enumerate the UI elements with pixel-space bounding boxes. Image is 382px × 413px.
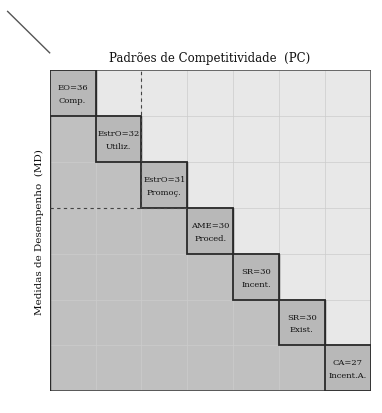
Text: SR=30: SR=30 [241, 267, 271, 275]
Bar [141, 254, 187, 300]
Bar [279, 300, 325, 346]
Bar [96, 300, 141, 346]
Bar [96, 254, 141, 300]
Bar [187, 209, 233, 254]
Text: Utiliz.: Utiliz. [106, 142, 131, 151]
Bar [187, 209, 233, 254]
Bar [96, 209, 141, 254]
Bar [233, 346, 279, 392]
Text: EstrO=31: EstrO=31 [143, 176, 185, 184]
Bar [96, 346, 141, 392]
Bar [187, 300, 233, 346]
Text: Incent.A.: Incent.A. [329, 371, 367, 379]
Bar [141, 300, 187, 346]
Bar [50, 71, 96, 117]
Bar [50, 209, 96, 254]
Bar [141, 346, 187, 392]
Y-axis label: Medidas de Desempenho  (MD): Medidas de Desempenho (MD) [35, 149, 44, 314]
Bar [50, 163, 96, 209]
Bar [325, 346, 371, 392]
Bar [50, 117, 96, 163]
Bar [187, 254, 233, 300]
Text: Proced.: Proced. [194, 234, 226, 242]
Text: EO=36: EO=36 [57, 84, 88, 92]
Bar [141, 163, 187, 209]
Text: SR=30: SR=30 [287, 313, 317, 321]
Bar [141, 209, 187, 254]
Bar [233, 254, 279, 300]
Bar [279, 300, 325, 346]
Bar [233, 254, 279, 300]
Text: Incent.: Incent. [241, 280, 271, 288]
Text: Exist.: Exist. [290, 325, 314, 334]
Bar [50, 300, 96, 346]
Bar [96, 117, 141, 163]
Text: Comp.: Comp. [59, 97, 86, 105]
Bar [96, 117, 141, 163]
Text: AME=30: AME=30 [191, 221, 229, 229]
Title: Padrões de Competitividade  (PC): Padrões de Competitividade (PC) [110, 52, 311, 64]
Bar [50, 346, 96, 392]
Bar [141, 163, 187, 209]
Text: Promoç.: Promoç. [147, 188, 181, 197]
Bar [187, 346, 233, 392]
Bar [50, 71, 96, 117]
Text: CA=27: CA=27 [333, 358, 363, 366]
Bar [233, 300, 279, 346]
Bar [325, 346, 371, 392]
Bar [50, 254, 96, 300]
Bar [279, 346, 325, 392]
Text: EstrO=32: EstrO=32 [97, 130, 139, 138]
Bar [96, 163, 141, 209]
